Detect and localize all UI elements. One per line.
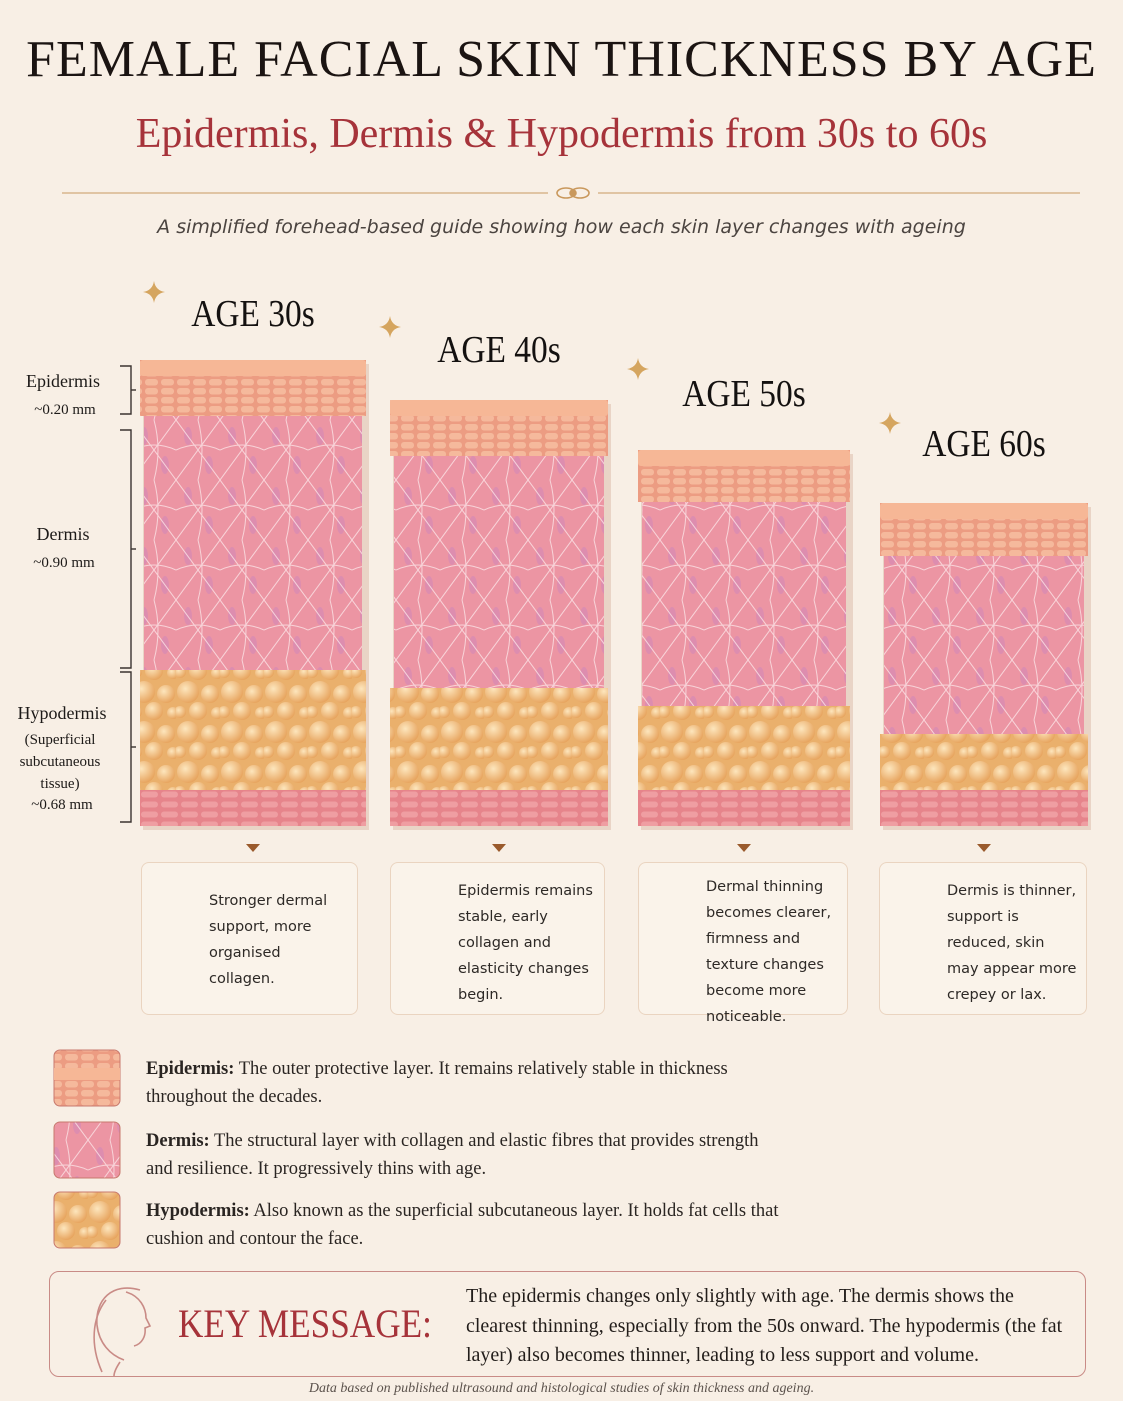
hypodermis-layer — [880, 734, 1088, 790]
epidermis-surface — [880, 503, 1088, 519]
sparkle — [379, 316, 401, 338]
key-message-box — [49, 1271, 1086, 1377]
subtitle: Epidermis, Dermis & Hypodermis from 30s … — [135, 111, 988, 157]
age-label: AGE 40s — [437, 329, 561, 371]
pointer — [737, 844, 751, 852]
key-message-label: KEY MESSAGE: — [178, 1301, 432, 1346]
sparkle — [143, 281, 165, 303]
hypodermis-layer — [390, 688, 608, 790]
muscle-band — [140, 790, 366, 826]
muscle-band — [880, 790, 1088, 826]
layer-thickness: ~0.90 mm — [33, 555, 95, 571]
legend-term: Epidermis: — [146, 1059, 235, 1079]
tagline: A simplified forehead-based guide showin… — [157, 216, 966, 238]
legend-term: Hypodermis: — [146, 1201, 250, 1221]
legend-description: The outer protective layer. It remains r… — [146, 1059, 728, 1107]
legend-swatch-surface — [54, 1068, 120, 1080]
footer: Data based on published ultrasound and h… — [308, 1381, 815, 1396]
face-icon — [93, 1287, 152, 1377]
legend-swatch — [53, 1121, 121, 1179]
dermis-layer — [144, 416, 362, 670]
dermis-layer — [642, 502, 846, 706]
layer-brackets — [120, 365, 136, 823]
legend-term: Dermis: — [146, 1131, 210, 1151]
pointer — [977, 844, 991, 852]
sparkle — [627, 358, 649, 380]
pointer — [246, 844, 260, 852]
note-text: Dermal thinning becomes clearer, firmnes… — [706, 879, 832, 1025]
layer-name: Dermis — [36, 524, 90, 544]
dermis-layer — [394, 456, 604, 688]
age-label: AGE 50s — [682, 373, 806, 415]
legend-text: Dermis: The structural layer with collag… — [146, 1127, 786, 1183]
skin-column — [880, 503, 1091, 830]
note-box — [638, 862, 848, 1015]
note-text: Stronger dermal support, more organised … — [209, 893, 328, 987]
skin-column — [140, 360, 369, 830]
legend-text: Epidermis: The outer protective layer. I… — [146, 1055, 786, 1111]
legend-text: Hypodermis: Also known as the superficia… — [146, 1197, 786, 1253]
note-text: Dermis is thinner, support is reduced, s… — [947, 883, 1077, 1003]
layer-name: Epidermis — [26, 371, 100, 391]
note-box — [879, 862, 1087, 1015]
muscle-band — [638, 790, 850, 826]
layer-thickness: ~0.68 mm — [31, 797, 93, 813]
age-label: AGE 60s — [922, 423, 1046, 465]
title: FEMALE FACIAL SKIN THICKNESS BY AGE — [26, 31, 1097, 88]
key-message-text: The epidermis changes only slightly with… — [466, 1285, 1063, 1366]
skin-column — [638, 450, 853, 830]
legend-description: The structural layer with collagen and e… — [146, 1131, 759, 1179]
dermis-layer — [884, 556, 1084, 734]
hypodermis-layer — [140, 670, 366, 790]
layer-thickness: ~0.20 mm — [34, 402, 96, 418]
muscle-band — [390, 790, 608, 826]
note-text: Epidermis remains stable, early collagen… — [458, 883, 593, 1003]
layer-note: (Superficial subcutaneous tissue) — [19, 732, 101, 792]
note-box — [141, 862, 358, 1015]
epidermis-surface — [140, 360, 366, 376]
epidermis-surface — [638, 450, 850, 466]
note-box — [390, 862, 605, 1015]
sparkle — [879, 412, 901, 434]
ornament — [556, 187, 590, 199]
epidermis-surface — [390, 400, 608, 416]
legend-swatch — [53, 1191, 121, 1249]
skin-column — [390, 400, 611, 830]
legend-description: Also known as the superficial subcutaneo… — [146, 1201, 779, 1249]
hypodermis-layer — [638, 706, 850, 790]
layer-name: Hypodermis — [17, 703, 107, 723]
pointer — [492, 844, 506, 852]
age-label: AGE 30s — [191, 293, 315, 335]
